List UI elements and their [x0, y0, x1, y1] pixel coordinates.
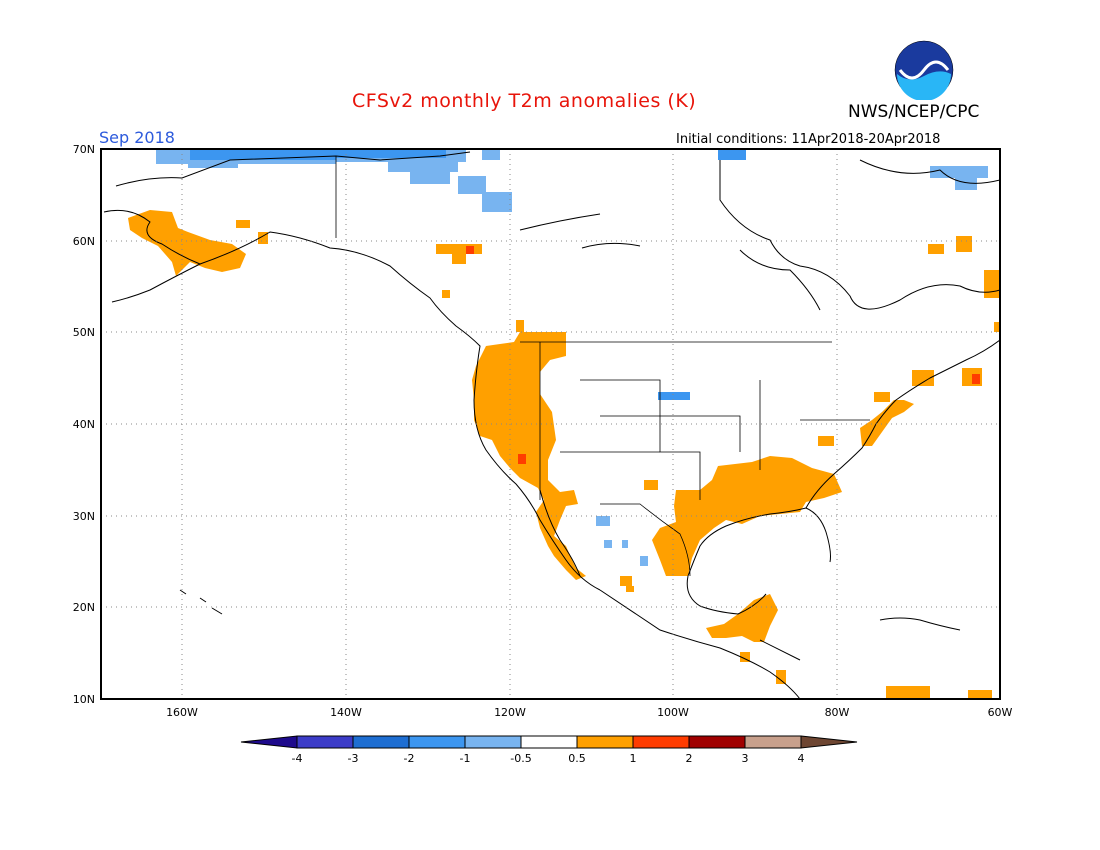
plot-frame [100, 148, 1001, 700]
lon-label: 120W [494, 706, 526, 719]
colorbar-label: 3 [742, 752, 749, 765]
lon-label: 100W [657, 706, 689, 719]
colorbar-segment [352, 735, 410, 749]
initial-conditions: Initial conditions: 11Apr2018-20Apr2018 [676, 132, 941, 147]
lat-label: 30N [73, 510, 95, 523]
colorbar-label: 1 [630, 752, 637, 765]
anomaly-hotspots [466, 246, 980, 464]
coastlines [103, 151, 1000, 699]
colorbar-segment [576, 735, 634, 749]
lat-label: 20N [73, 601, 95, 614]
lon-label: 60W [988, 706, 1013, 719]
political-borders [335, 156, 870, 577]
colorbar-label: 0.5 [568, 752, 586, 765]
colorbar-labels: -4 -3 -2 -1 -0.5 0.5 1 2 3 4 [292, 752, 805, 765]
latitude-labels: 70N 60N 50N 40N 30N 20N 10N [73, 143, 95, 706]
colorbar-high-arrow [800, 735, 858, 749]
colorbar-segment [464, 735, 522, 749]
colorbar-label: -3 [348, 752, 359, 765]
forecast-month: Sep 2018 [99, 128, 175, 147]
lat-label: 50N [73, 326, 95, 339]
anomaly-region-southeast-us [620, 436, 842, 592]
colorbar-segment [688, 735, 746, 749]
anomaly-region-west-us [436, 244, 586, 580]
map-title: CFSv2 monthly T2m anomalies (K) [352, 90, 697, 112]
graticule [101, 149, 1000, 699]
longitude-labels: 160W 140W 120W 100W 80W 60W [166, 706, 1012, 719]
anomaly-region-central-america [706, 594, 992, 699]
lat-label: 70N [73, 143, 95, 156]
colorbar-label: -0.5 [510, 752, 531, 765]
colorbar-label: -4 [292, 752, 303, 765]
colorbar-segment [520, 735, 578, 749]
lat-label: 40N [73, 418, 95, 431]
colorbar-segment [296, 735, 354, 749]
lat-label: 10N [73, 693, 95, 706]
colorbar-low-arrow [240, 735, 298, 749]
colorbar-segment [744, 735, 802, 749]
colorbar [240, 735, 858, 749]
colorbar-label: 4 [798, 752, 805, 765]
colorbar-label: -2 [404, 752, 415, 765]
lat-label: 60N [73, 235, 95, 248]
lon-label: 80W [825, 706, 850, 719]
colorbar-segment [632, 735, 690, 749]
colorbar-label: -1 [460, 752, 471, 765]
anomaly-region-alaska [128, 210, 268, 276]
noaa-logo-icon [894, 40, 954, 100]
colorbar-segment [408, 735, 466, 749]
anomaly-cool-spots [596, 516, 648, 566]
lon-label: 160W [166, 706, 198, 719]
anomaly-cells [128, 150, 1000, 699]
agency-label: NWS/NCEP/CPC [848, 102, 980, 122]
lon-label: 140W [330, 706, 362, 719]
colorbar-label: 2 [686, 752, 693, 765]
